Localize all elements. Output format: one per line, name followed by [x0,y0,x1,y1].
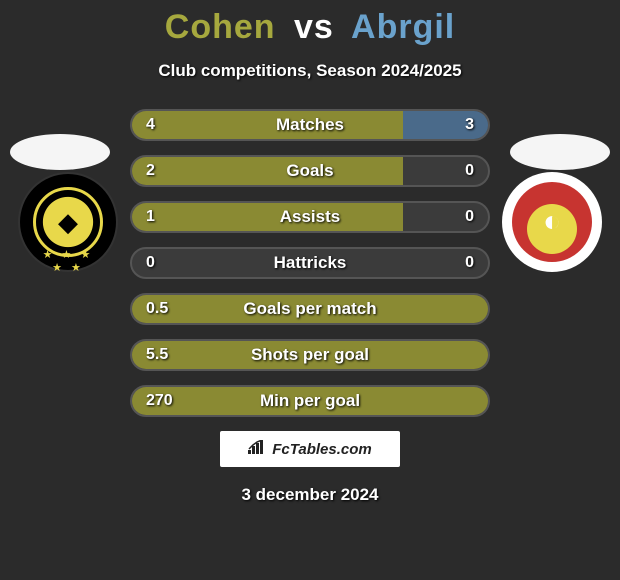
club-badge-icon: ★ ★ ★ ★ ★ [33,187,103,257]
player2-name: Abrgil [351,8,455,46]
stat-label: Assists [132,203,488,231]
club-badge-icon [512,182,592,262]
stat-label: Shots per goal [132,341,488,369]
stat-bar-row: 43Matches [130,109,490,141]
stat-bar-row: 270Min per goal [130,385,490,417]
stat-label: Goals [132,157,488,185]
stat-bar-row: 20Goals [130,155,490,187]
comparison-title: Cohen vs Abrgil [0,0,620,47]
player1-club-badge: ★ ★ ★ ★ ★ [18,172,118,272]
player1-avatar-placeholder [10,134,110,170]
stat-bar-row: 5.5Shots per goal [130,339,490,371]
stat-label: Hattricks [132,249,488,277]
vs-text: vs [294,8,334,46]
stat-bar-row: 00Hattricks [130,247,490,279]
badge-stars: ★ ★ ★ ★ ★ [36,248,100,274]
stat-label: Goals per match [132,295,488,323]
stat-bar-row: 10Assists [130,201,490,233]
player1-name: Cohen [165,8,276,46]
brand-watermark: FcTables.com [220,431,400,467]
date-text: 3 december 2024 [0,485,620,505]
player2-avatar-placeholder [510,134,610,170]
stat-label: Matches [132,111,488,139]
stat-bar-row: 0.5Goals per match [130,293,490,325]
stat-bars-container: 43Matches 20Goals 10Assists 00Hattricks 0.5G… [130,109,490,417]
stat-label: Min per goal [132,387,488,415]
player2-club-badge [502,172,602,272]
subtitle: Club competitions, Season 2024/2025 [0,61,620,81]
brand-text: FcTables.com [272,441,371,458]
brand-logo-icon [248,440,266,458]
